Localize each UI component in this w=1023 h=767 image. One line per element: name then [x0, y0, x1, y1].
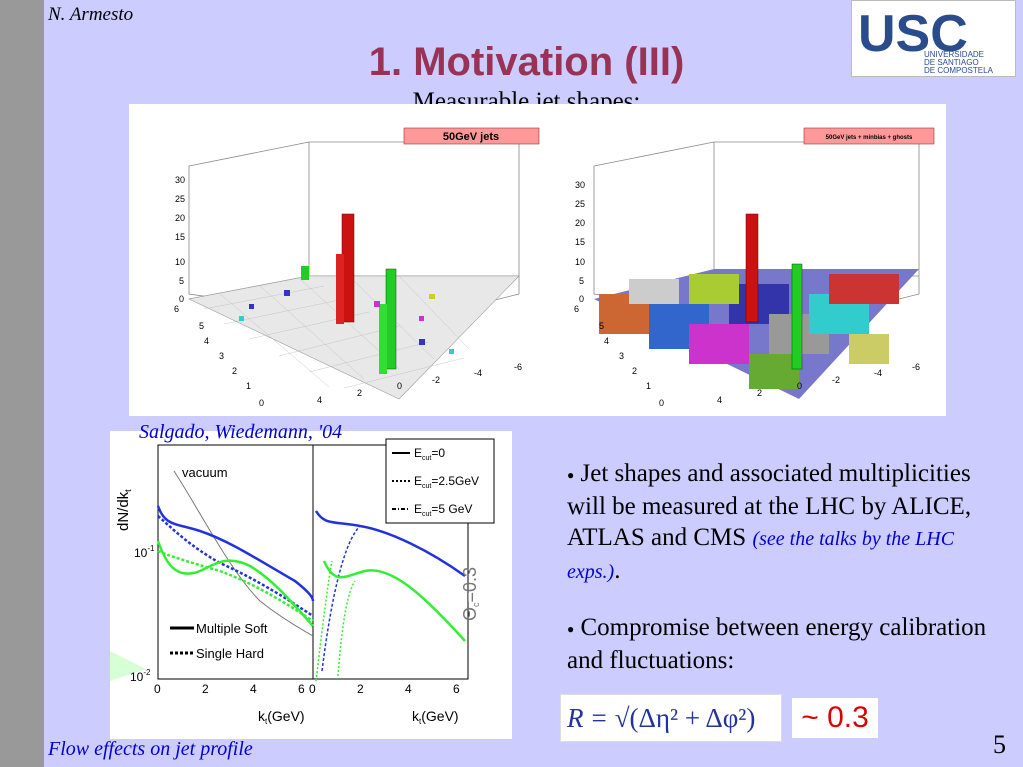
x-tick-r-6: 6 [453, 682, 460, 696]
x-tick-left-minus2: -2 [432, 375, 440, 385]
y-tick-right-2: 2 [632, 366, 637, 376]
formula-lhs: R [567, 702, 584, 733]
z-tick-right-15: 15 [575, 237, 585, 247]
x-tick-right-2: 2 [757, 388, 762, 398]
y-tick-right-3: 3 [619, 351, 624, 361]
kt-distribution-plot: vacuum Ecut=0 Ecut=2.5GeV Ecut=5 GeV Mul… [110, 431, 512, 739]
z-tick-right-10: 10 [575, 257, 585, 267]
svg-text:Ecut=5 GeV: Ecut=5 GeV [414, 502, 472, 518]
vacuum-label: vacuum [182, 465, 228, 480]
x-tick-l-0: 0 [154, 682, 161, 696]
usc-logo: USC UNIVERSIDADE DE SANTIAGO DE COMPOSTE… [851, 0, 1016, 77]
y-tick-left-2: 2 [232, 366, 237, 376]
approx-value: ~ 0.3 [792, 698, 878, 738]
x-tick-left-minus6: -6 [514, 362, 522, 372]
x-tick-r-4: 4 [405, 682, 412, 696]
left-plot-label: 50GeV jets [443, 131, 499, 143]
author-name: N. Armesto [48, 4, 134, 25]
y-tick-left-0: 0 [259, 398, 264, 408]
legend-single-hard: Single Hard [196, 646, 264, 661]
z-tick-right-5: 5 [579, 276, 584, 286]
x-tick-left-0: 0 [397, 381, 402, 391]
y-tick-left-3: 3 [219, 351, 224, 361]
y-tick-left-1: 1 [246, 381, 251, 391]
legend-style: Multiple Soft Single Hard [170, 621, 268, 661]
x-tick-l-6: 6 [298, 682, 305, 696]
footer-text: Flow effects on jet profile [48, 738, 253, 760]
y-tick-2: 10-2 [130, 668, 151, 684]
x-axis-label-left: kt(GeV) [258, 708, 305, 726]
x-axis-label-right: kt(GeV) [412, 708, 459, 726]
right-plot-label: 50GeV jets + minbias + ghosts [826, 135, 913, 141]
slide-title: 1. Motivation (III) [368, 40, 685, 84]
y-tick-right-4: 4 [604, 336, 609, 346]
z-tick-right-25: 25 [575, 199, 585, 209]
x-tick-l-2: 2 [202, 682, 209, 696]
page-number: 5 [993, 730, 1006, 759]
logo-sub-1: UNIVERSIDADE [924, 50, 984, 59]
logo-sub-2: DE SANTIAGO [924, 58, 979, 67]
z-tick-right-30: 30 [575, 180, 585, 190]
svg-text:Ecut=2.5GeV: Ecut=2.5GeV [414, 474, 479, 490]
lego-plot-right: 50GeV jets + minbias + ghosts [593, 127, 935, 399]
x-tick-r-0: 0 [309, 682, 316, 696]
y-axis-label: dN/dkt [115, 489, 133, 531]
x-tick-left-minus4: -4 [474, 368, 482, 378]
x-tick-left-4: 4 [317, 395, 322, 405]
y-tick-1: 10-1 [134, 544, 155, 560]
x-tick-right-minus6: -6 [912, 362, 920, 372]
y-tick-left-6: 6 [174, 304, 179, 314]
y-tick-right-1: 1 [646, 381, 651, 391]
bullet-list: ● Jet shapes and associated multipliciti… [567, 458, 1007, 700]
x-tick-right-minus4: -4 [874, 368, 882, 378]
bullet-item: ● Jet shapes and associated multipliciti… [567, 460, 972, 584]
z-tick-left-25: 25 [175, 194, 185, 204]
theta-label: Θc=0.3 [460, 567, 481, 621]
formula-eq: = [591, 702, 607, 733]
radius-formula: R = √(Δη² + Δφ²) [560, 694, 782, 742]
z-tick-right-0: 0 [579, 294, 584, 304]
citation-caption: Salgado, Wiedemann, '04 [139, 421, 343, 443]
svg-text:Ecut=0: Ecut=0 [414, 446, 445, 462]
y-tick-left-4: 4 [204, 336, 209, 346]
logo-sub-3: DE COMPOSTELA [924, 66, 994, 75]
z-tick-left-5: 5 [179, 276, 184, 286]
x-tick-right-4: 4 [717, 395, 722, 405]
y-tick-right-5: 5 [599, 321, 604, 331]
bullet-text-1: Jet shapes and associated multiplicities… [567, 460, 972, 551]
formula-rhs: √(Δη² + Δφ²) [614, 702, 756, 733]
lego-plot-left: 50GeV jets [188, 127, 540, 400]
y-tick-left-5: 5 [199, 321, 204, 331]
x-tick-right-0: 0 [797, 381, 802, 391]
bullet-ref: (see the talks by the LHC exps.) [567, 527, 955, 583]
x-tick-l-4: 4 [250, 682, 257, 696]
left-sidebar-bar [0, 0, 44, 767]
logo-text: USC [858, 5, 968, 63]
bullet-text-2: Compromise between energy calibration an… [567, 613, 987, 674]
z-tick-left-20: 20 [175, 213, 185, 223]
z-tick-left-30: 30 [175, 175, 185, 185]
z-tick-right-20: 20 [575, 218, 585, 228]
z-tick-left-10: 10 [175, 257, 185, 267]
x-tick-right-minus2: -2 [832, 375, 840, 385]
y-tick-right-6: 6 [574, 304, 579, 314]
lego-plots-image: 50GeV jets 50GeV jets [129, 104, 946, 416]
legend-multiple-soft: Multiple Soft [196, 621, 268, 636]
z-tick-left-0: 0 [179, 294, 184, 304]
bullet-item: ● Compromise between energy calibration … [567, 613, 987, 674]
y-tick-right-0: 0 [659, 398, 664, 408]
x-tick-r-2: 2 [357, 682, 364, 696]
z-tick-left-15: 15 [175, 232, 185, 242]
legend-ecut: Ecut=0 Ecut=2.5GeV Ecut=5 GeV [392, 446, 479, 518]
x-tick-left-2: 2 [357, 388, 362, 398]
